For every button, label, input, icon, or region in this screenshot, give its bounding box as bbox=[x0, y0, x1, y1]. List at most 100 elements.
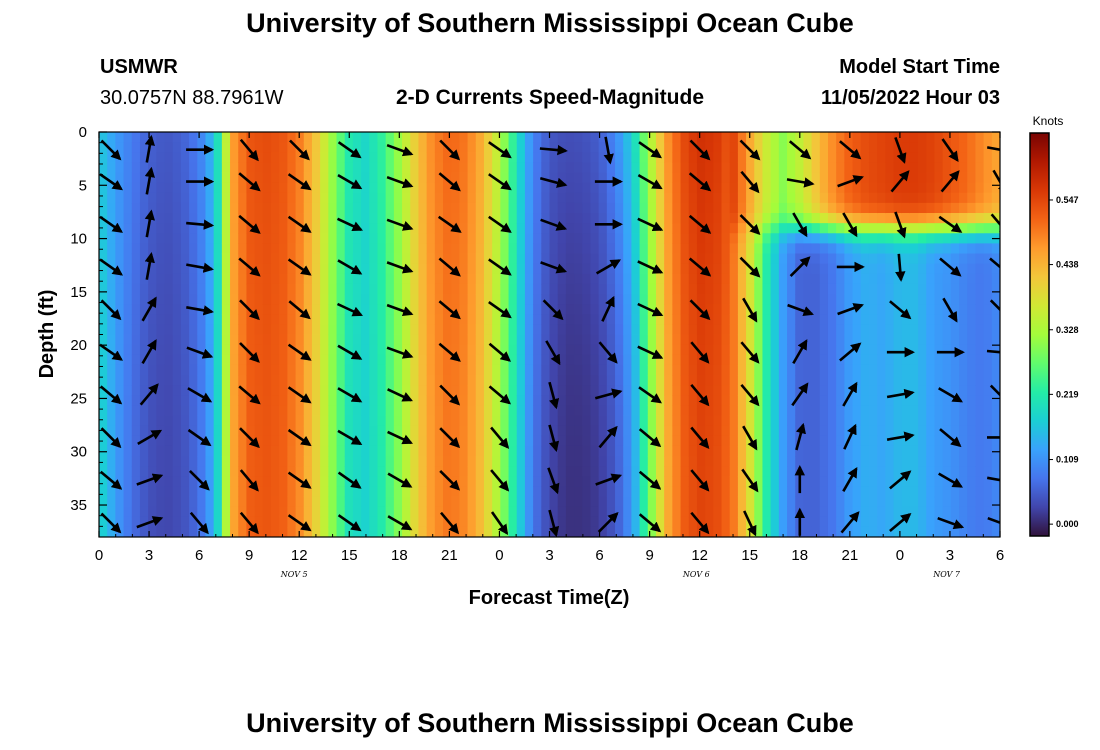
heatmap-cell bbox=[811, 506, 821, 518]
heatmap-cell bbox=[475, 233, 485, 244]
heatmap-cell bbox=[762, 263, 772, 275]
heatmap-cell bbox=[533, 456, 542, 467]
heatmap-cell bbox=[860, 526, 870, 537]
heatmap-cell bbox=[123, 445, 133, 457]
heatmap-cell bbox=[893, 516, 903, 528]
heatmap-cell bbox=[369, 354, 379, 366]
heatmap-cell bbox=[647, 243, 657, 255]
heatmap-cell bbox=[991, 375, 1000, 386]
heatmap-cell bbox=[180, 253, 190, 265]
heatmap-cell bbox=[598, 456, 608, 467]
heatmap-cell bbox=[295, 456, 305, 467]
heatmap-cell bbox=[680, 344, 690, 356]
heatmap-cell bbox=[443, 506, 452, 518]
heatmap-cell bbox=[205, 496, 215, 508]
heatmap-cell bbox=[664, 506, 673, 518]
heatmap-cell bbox=[197, 233, 207, 244]
heatmap-cell bbox=[549, 192, 559, 204]
heatmap-cell bbox=[868, 132, 878, 143]
heatmap-cell bbox=[467, 415, 477, 427]
heatmap-cell bbox=[467, 132, 477, 143]
heatmap-cell bbox=[238, 456, 248, 467]
heatmap-cell bbox=[868, 445, 878, 457]
heatmap-cell bbox=[221, 516, 231, 528]
heatmap-cell bbox=[688, 526, 698, 537]
heatmap-cell bbox=[705, 324, 714, 336]
heatmap-cell bbox=[172, 162, 182, 174]
heatmap-cell bbox=[131, 202, 141, 214]
heatmap-cell bbox=[705, 405, 714, 417]
heatmap-cell bbox=[213, 172, 223, 184]
heatmap-cell bbox=[295, 172, 305, 184]
heatmap-cell bbox=[467, 496, 477, 508]
heatmap-cell bbox=[262, 324, 272, 336]
heatmap-cell bbox=[827, 516, 837, 528]
heatmap-cell bbox=[418, 456, 428, 467]
heatmap-cell bbox=[524, 162, 534, 174]
colorbar-tick-label: 0.547 bbox=[1056, 195, 1079, 205]
heatmap-cell bbox=[975, 506, 985, 518]
heatmap-cell bbox=[533, 476, 542, 487]
heatmap-cell bbox=[729, 476, 739, 487]
heatmap-cell bbox=[631, 344, 641, 356]
heatmap-cell bbox=[508, 243, 518, 255]
heatmap-cell bbox=[729, 445, 739, 457]
heatmap-cell bbox=[631, 283, 641, 295]
heatmap-cell bbox=[852, 233, 862, 244]
heatmap-cell bbox=[696, 132, 706, 143]
heatmap-cell bbox=[836, 516, 845, 528]
heatmap-cell bbox=[377, 516, 387, 528]
heatmap-cell bbox=[156, 526, 166, 537]
heatmap-cell bbox=[320, 233, 329, 244]
heatmap-cell bbox=[393, 385, 403, 396]
heatmap-cell bbox=[615, 273, 624, 285]
heatmap-cell bbox=[475, 152, 485, 163]
heatmap-cell bbox=[754, 526, 764, 537]
heatmap-cell bbox=[664, 405, 673, 417]
heatmap-cell bbox=[909, 516, 919, 528]
heatmap-cell bbox=[336, 466, 346, 477]
heatmap-cell bbox=[549, 456, 559, 467]
current-vector-arrow bbox=[99, 173, 124, 191]
heatmap-cell bbox=[123, 243, 133, 255]
heatmap-cell bbox=[180, 425, 190, 437]
heatmap-cell bbox=[762, 334, 772, 346]
heatmap-cell bbox=[336, 192, 346, 204]
heatmap-cell bbox=[197, 162, 207, 174]
heatmap-cell bbox=[410, 314, 420, 325]
heatmap-cell bbox=[205, 516, 215, 528]
heatmap-cell bbox=[508, 516, 518, 528]
heatmap-cell bbox=[754, 435, 764, 447]
heatmap-cell bbox=[189, 364, 198, 376]
heatmap-cell bbox=[189, 243, 198, 255]
current-vector-arrow bbox=[239, 469, 259, 492]
heatmap-cell bbox=[721, 344, 731, 356]
heatmap-cell bbox=[901, 192, 911, 204]
heatmap-cell bbox=[844, 364, 854, 376]
heatmap-cell bbox=[918, 425, 927, 437]
heatmap-cell bbox=[344, 213, 354, 224]
heatmap-cell bbox=[770, 213, 780, 224]
heatmap-cell bbox=[443, 283, 452, 295]
heatmap-cell bbox=[385, 253, 395, 265]
heatmap-cell bbox=[565, 243, 575, 255]
heatmap-cell bbox=[762, 304, 772, 315]
heatmap-cell bbox=[950, 132, 960, 143]
heatmap-cell bbox=[139, 253, 149, 265]
heatmap-cell bbox=[418, 233, 428, 244]
heatmap-cell bbox=[99, 283, 108, 295]
heatmap-cell bbox=[475, 395, 485, 406]
heatmap-cell bbox=[672, 435, 682, 447]
heatmap-cell bbox=[598, 243, 608, 255]
current-vector-arrow bbox=[187, 428, 212, 447]
heatmap-cell bbox=[950, 142, 960, 153]
heatmap-cell bbox=[434, 162, 444, 174]
date-label: NOV 5 bbox=[280, 570, 308, 579]
heatmap-cell bbox=[582, 506, 592, 518]
heatmap-cell bbox=[524, 344, 534, 356]
heatmap-cell bbox=[205, 334, 215, 346]
heatmap-cell bbox=[492, 263, 501, 275]
heatmap-cell bbox=[811, 445, 821, 457]
heatmap-cell bbox=[860, 223, 870, 234]
